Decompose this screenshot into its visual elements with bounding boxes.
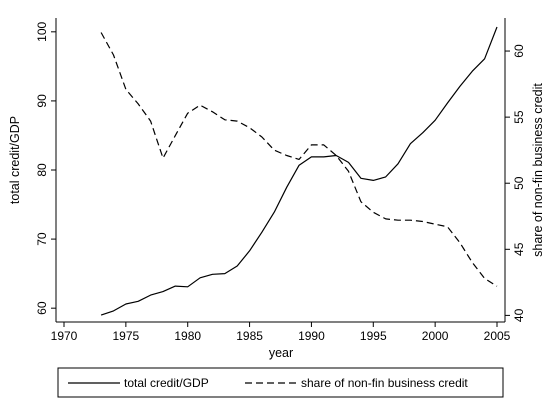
x-tick-label: 1980 bbox=[174, 329, 201, 343]
y-left-tick-label: 90 bbox=[35, 94, 49, 108]
x-tick-label: 2005 bbox=[484, 329, 511, 343]
x-tick-label: 2000 bbox=[422, 329, 449, 343]
x-axis-title: year bbox=[269, 346, 293, 360]
y-axis-right-title: share of non-fin business credit bbox=[531, 83, 545, 257]
legend: total credit/GDP share of non-fin busine… bbox=[57, 367, 504, 398]
y-right-tick-label: 60 bbox=[512, 44, 526, 58]
y-right-tick-label: 40 bbox=[512, 308, 526, 322]
y-left-tick-label: 60 bbox=[35, 301, 49, 315]
axes-layer: 1970 1975 1980 1985 1990 1995 2000 2005 60 70 80 90… bbox=[35, 18, 526, 343]
y-right-tick-label: 50 bbox=[512, 176, 526, 190]
y-right-tick-label: 45 bbox=[512, 242, 526, 256]
y-left-tick-label: 80 bbox=[35, 163, 49, 177]
x-tick-label: 1990 bbox=[298, 329, 325, 343]
x-tick-label: 1985 bbox=[236, 329, 263, 343]
series-layer bbox=[100, 26, 498, 316]
x-tick-label: 1975 bbox=[113, 329, 140, 343]
legend-label-total-credit: total credit/GDP bbox=[124, 376, 209, 390]
x-tick-label: 1995 bbox=[360, 329, 387, 343]
x-tick-label: 1970 bbox=[51, 329, 78, 343]
y-right-tick-label: 55 bbox=[512, 110, 526, 124]
y-left-tick-label: 70 bbox=[35, 232, 49, 246]
legend-label-business-credit: share of non-fin business credit bbox=[301, 376, 468, 390]
y-left-tick-label: 100 bbox=[35, 21, 49, 41]
labels-layer: year total credit/GDP share of non-fin b… bbox=[8, 83, 545, 360]
series-line-business-credit bbox=[100, 32, 498, 287]
series-line-total-credit bbox=[100, 26, 498, 316]
y-axis-left-title: total credit/GDP bbox=[8, 116, 22, 204]
